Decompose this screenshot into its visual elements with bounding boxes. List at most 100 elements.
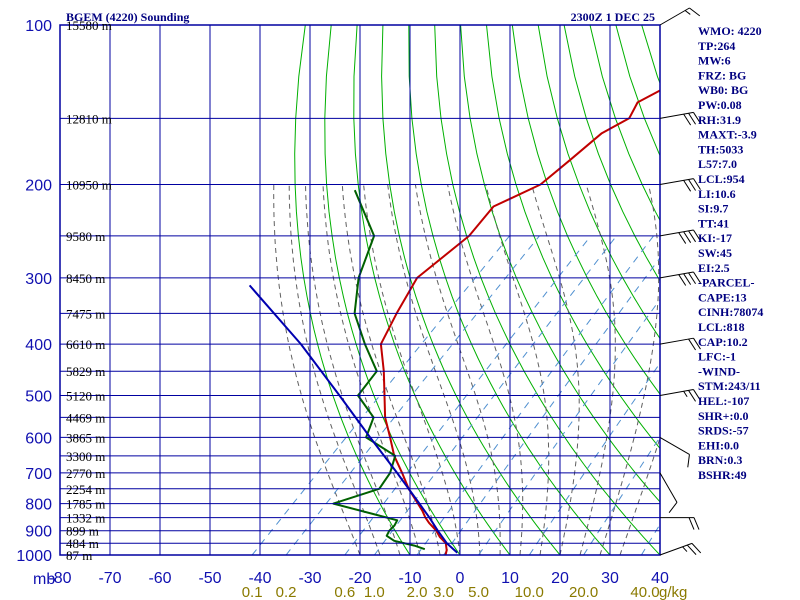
wind-full-barb bbox=[693, 389, 701, 401]
wind-barb bbox=[659, 178, 701, 192]
mixing-ratio-line bbox=[416, 235, 654, 555]
wind-full-barb bbox=[668, 502, 678, 513]
height-label: 2770 m bbox=[66, 466, 105, 481]
height-label: 6610 m bbox=[66, 337, 105, 352]
wind-full-barb bbox=[688, 272, 696, 285]
wind-full-barb bbox=[691, 543, 702, 554]
wind-barb bbox=[659, 542, 702, 556]
sounding-index: BSHR:49 bbox=[698, 468, 747, 482]
height-label: 2254 m bbox=[66, 482, 105, 497]
wind-barb bbox=[659, 472, 678, 513]
height-label: 15580 m bbox=[66, 18, 112, 33]
wind-full-barb bbox=[687, 454, 690, 468]
sounding-index: LI:10.6 bbox=[698, 187, 736, 201]
wind-barb bbox=[659, 229, 701, 244]
wind-full-barb bbox=[693, 337, 701, 350]
mixing-ratio-label: 1.0 bbox=[364, 584, 385, 600]
sounding-index: KI:-17 bbox=[698, 231, 732, 245]
sounding-index: EHI:0.0 bbox=[698, 438, 739, 452]
wind-barb-staff bbox=[659, 472, 678, 503]
wind-full-barb bbox=[683, 180, 692, 192]
sounding-index: FRZ: BG bbox=[698, 68, 746, 82]
wind-full-barb bbox=[688, 338, 696, 351]
temperature-tick-label: 10 bbox=[501, 570, 519, 587]
wind-full-barb bbox=[683, 231, 692, 243]
wind-full-barb bbox=[693, 178, 701, 190]
sounding-index: SI:9.7 bbox=[698, 202, 728, 216]
dewpoint-profile bbox=[332, 189, 426, 551]
wind-barb-staff bbox=[659, 337, 694, 345]
pressure-tick-label: 500 bbox=[25, 388, 52, 405]
height-label: 899 m bbox=[66, 524, 99, 539]
sounding-index: RH:31.9 bbox=[698, 113, 741, 127]
moist-adiabat bbox=[531, 184, 580, 555]
height-label: 5120 m bbox=[66, 388, 105, 403]
wind-barb bbox=[660, 517, 700, 530]
height-label: 8450 m bbox=[66, 271, 105, 286]
wind-full-barb bbox=[686, 544, 697, 555]
wind-barb bbox=[659, 436, 690, 468]
temperature-tick-label: -10 bbox=[398, 570, 421, 587]
sounding-index: -WIND- bbox=[698, 364, 740, 378]
wind-full-barb bbox=[688, 113, 696, 125]
sounding-index: L57:7.0 bbox=[698, 157, 737, 171]
dry-adiabat bbox=[460, 25, 660, 503]
wind-barb bbox=[659, 111, 701, 126]
temperature-tick-label: 40 bbox=[651, 570, 669, 587]
wind-full-barb bbox=[693, 517, 700, 530]
height-label: 5829 m bbox=[66, 364, 105, 379]
wind-full-barb bbox=[688, 517, 695, 530]
wind-barb bbox=[659, 7, 701, 26]
moist-adiabat bbox=[341, 184, 441, 555]
plot-frame bbox=[59, 24, 661, 556]
temperature-tick-label: 20 bbox=[551, 570, 569, 587]
sounding-index: HEL:-107 bbox=[698, 394, 749, 408]
height-label: 1785 m bbox=[66, 497, 105, 512]
height-label: 3865 m bbox=[66, 430, 105, 445]
height-label: 1332 m bbox=[66, 511, 105, 526]
sounding-index: LCL:818 bbox=[698, 320, 745, 334]
wind-barb-staff bbox=[659, 111, 694, 119]
sounding-index: -PARCEL- bbox=[698, 276, 754, 290]
dry-adiabat bbox=[324, 25, 461, 555]
wind-full-barb bbox=[688, 390, 696, 402]
height-label: 87 m bbox=[66, 548, 92, 563]
sounding-index: SRDS:-57 bbox=[698, 424, 749, 438]
mixing-ratio-label: 5.0 bbox=[468, 584, 489, 600]
mixing-ratio-label: 0.6 bbox=[334, 584, 355, 600]
pressure-tick-label: 200 bbox=[25, 178, 52, 195]
mixing-ratio-line bbox=[251, 235, 510, 555]
sounding-index: CAP:10.2 bbox=[698, 335, 748, 349]
wind-barb bbox=[659, 389, 701, 402]
sounding-index: LCL:954 bbox=[698, 172, 745, 186]
mixing-ratio-unit-label: g/kg bbox=[659, 584, 687, 600]
pressure-tick-label: 600 bbox=[25, 430, 52, 447]
wind-barb-staff bbox=[659, 7, 690, 26]
mixing-ratio-label: 20.0 bbox=[569, 584, 598, 600]
parcel-profile bbox=[248, 284, 458, 554]
mixing-ratio-label: 40.0 bbox=[630, 584, 659, 600]
sounding-index: LFC:-1 bbox=[698, 350, 736, 364]
sounding-index: EI:2.5 bbox=[698, 261, 730, 275]
wind-full-barb bbox=[688, 230, 696, 243]
mixing-ratio-line bbox=[443, 256, 660, 555]
mixing-ratio-line bbox=[478, 298, 660, 555]
sounding-index: PW:0.08 bbox=[698, 98, 742, 112]
wind-barb-staff bbox=[659, 436, 690, 455]
height-label: 4469 m bbox=[66, 410, 105, 425]
dry-adiabat bbox=[537, 25, 660, 340]
temperature-profile bbox=[379, 89, 660, 555]
temperature-tick-label: -70 bbox=[98, 570, 121, 587]
pressure-tick-label: 1000 bbox=[16, 548, 52, 565]
moist-adiabat bbox=[447, 184, 524, 555]
temperature-tick-label: -20 bbox=[348, 570, 371, 587]
wind-half-barb bbox=[683, 391, 688, 398]
wind-barb bbox=[659, 337, 701, 351]
sounding-index: SHR+:0.0 bbox=[698, 409, 749, 423]
temperature-tick-label: -60 bbox=[148, 570, 171, 587]
wind-half-barb bbox=[684, 10, 691, 15]
height-label: 12810 m bbox=[66, 111, 112, 126]
curve-layer bbox=[248, 89, 660, 555]
